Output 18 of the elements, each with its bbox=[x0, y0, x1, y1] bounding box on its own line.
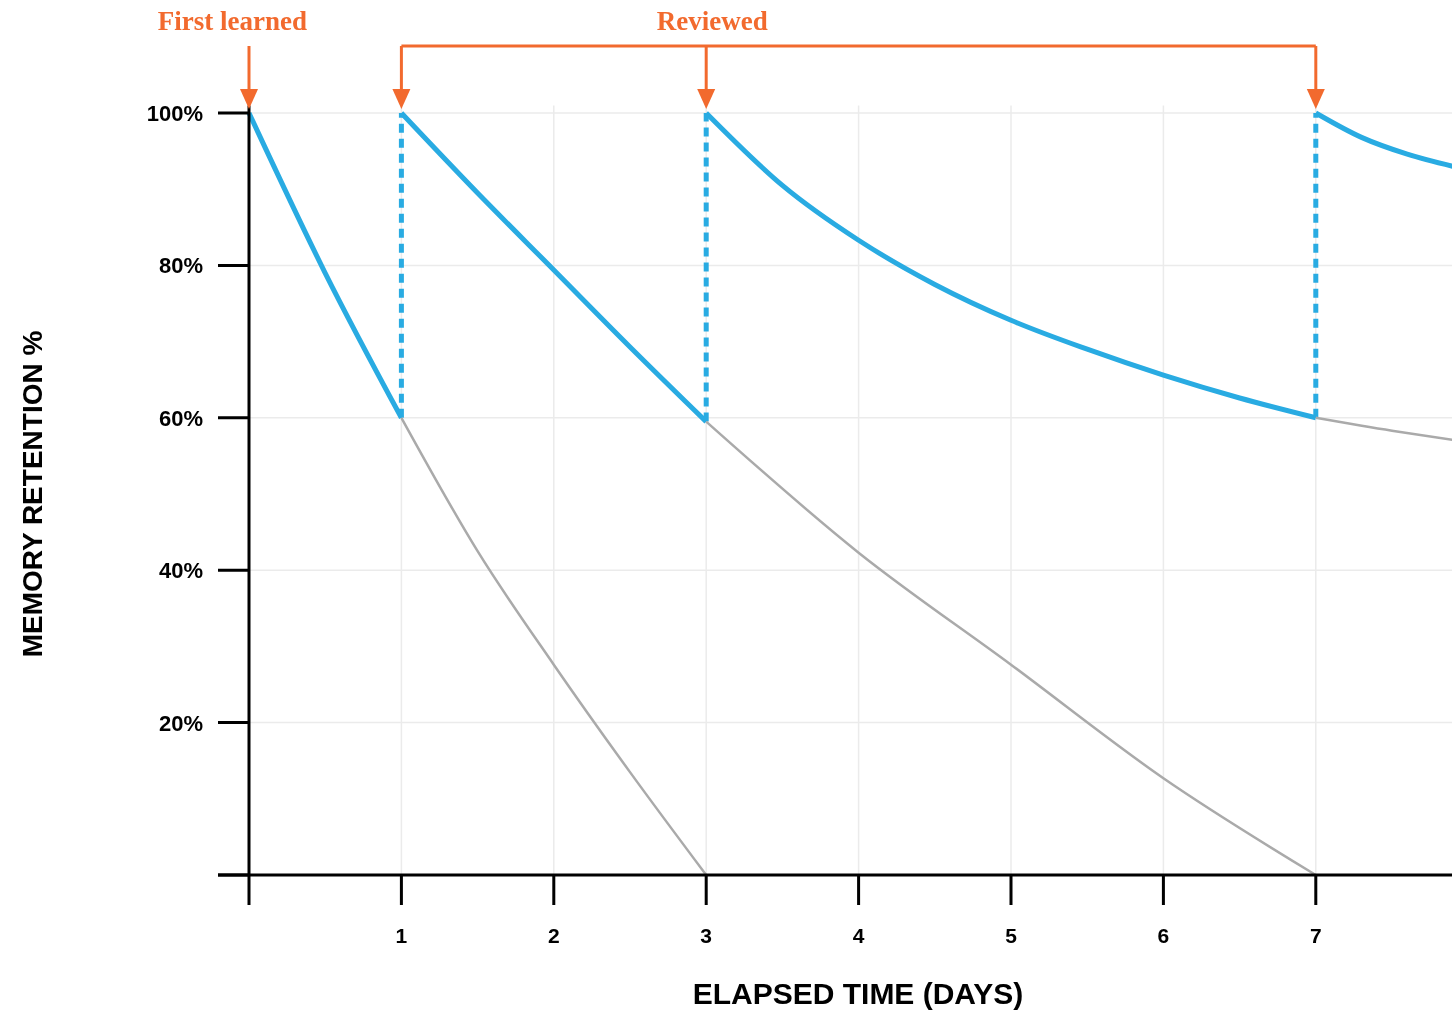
x-tick-label: 5 bbox=[1005, 924, 1018, 947]
annotation: Reviewed bbox=[656, 6, 768, 36]
x-tick-label: 2 bbox=[547, 924, 560, 947]
x-tick-label: 1 bbox=[395, 924, 408, 947]
x-tick-label: 7 bbox=[1309, 924, 1322, 947]
y-tick-label: 60% bbox=[158, 405, 203, 431]
y-tick-label: 100% bbox=[146, 101, 203, 126]
x-tick-label: 4 bbox=[852, 924, 865, 947]
line-series bbox=[704, 420, 1318, 877]
y-tick-label: 20% bbox=[158, 710, 203, 736]
line-series bbox=[400, 416, 708, 877]
y-axis-title: MEMORY RETENTION % bbox=[17, 330, 48, 658]
annotation: First learned bbox=[157, 6, 307, 36]
x-tick-label: 6 bbox=[1157, 924, 1170, 947]
x-axis-title: ELAPSED TIME (DAYS) bbox=[692, 977, 1024, 1010]
y-tick-label: 40% bbox=[158, 558, 203, 584]
x-tick-label: 3 bbox=[700, 924, 713, 947]
y-tick-label: 80% bbox=[158, 253, 203, 279]
